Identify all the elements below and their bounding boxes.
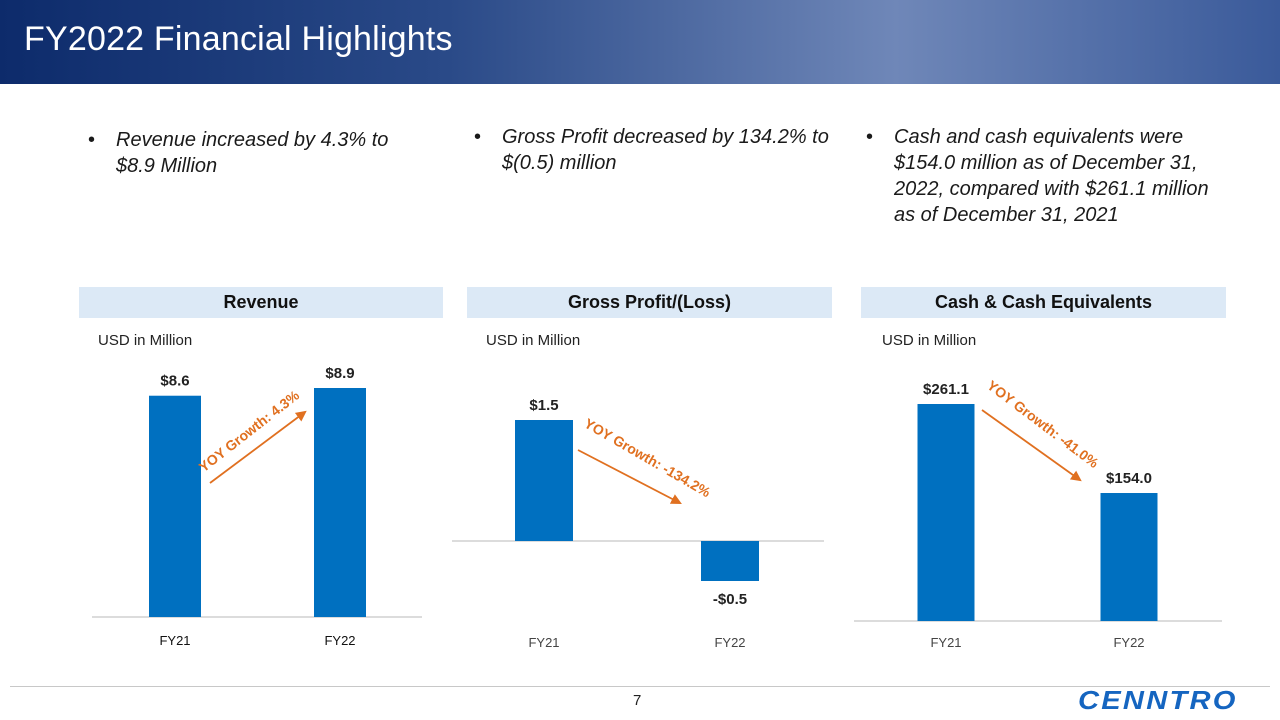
x-tick-label: FY22 [324, 633, 355, 648]
bar-fy22 [314, 388, 366, 617]
bullet-line: 2022, compared with $261.1 million [894, 178, 1209, 200]
chart-title-cash: Cash & Cash Equivalents [861, 287, 1226, 318]
title-banner: FY2022 Financial Highlights [0, 0, 1280, 84]
growth-arrow [209, 410, 307, 484]
chart-title-gross-profit: Gross Profit/(Loss) [467, 287, 832, 318]
bullet-symbol: • [474, 126, 482, 148]
x-tick-label: FY21 [930, 635, 961, 650]
data-label: $261.1 [923, 381, 969, 398]
y-axis-label: USD in Million [882, 332, 977, 349]
x-tick-label: FY22 [1113, 635, 1144, 650]
bullet-cash: • Cash and cash equivalents were $154.0 … [866, 124, 1266, 234]
y-axis-label: USD in Million [486, 332, 581, 349]
growth-arrow [577, 449, 682, 504]
data-label: $8.9 [325, 365, 354, 382]
bar-fy21 [515, 420, 573, 541]
data-label: $8.6 [160, 373, 189, 390]
bullet-symbol: • [88, 129, 96, 151]
bullet-line: $154.0 million as of December 31, [894, 152, 1198, 174]
bar-fy21 [917, 404, 975, 621]
bullet-revenue: • Revenue increased by 4.3% to $8.9 Mill… [88, 127, 448, 187]
company-logo: CENNTRO [1078, 685, 1238, 715]
y-axis-label: USD in Million [98, 332, 193, 349]
bullet-line: $8.9 Million [116, 155, 218, 177]
data-label: $1.5 [529, 397, 558, 414]
bullet-gross-profit: • Gross Profit decreased by 134.2% to $(… [474, 124, 864, 184]
bullet-line: $(0.5) million [502, 152, 617, 174]
growth-arrow [981, 409, 1082, 482]
growth-annotation: YOY Growth: -134.2% [582, 415, 714, 501]
x-tick-label: FY22 [714, 635, 745, 650]
bullet-line: Revenue increased by 4.3% to [116, 129, 389, 151]
bar-fy21 [149, 395, 201, 617]
chart-title-revenue: Revenue [79, 287, 443, 318]
bar-fy22 [1100, 493, 1158, 621]
footer-divider [10, 686, 1270, 687]
bullet-line: Gross Profit decreased by 134.2% to [502, 126, 829, 148]
bullet-line: Cash and cash equivalents were [894, 126, 1184, 148]
page-title: FY2022 Financial Highlights [24, 20, 453, 58]
data-label: -$0.5 [713, 591, 747, 608]
x-tick-label: FY21 [159, 633, 190, 648]
bullet-symbol: • [866, 126, 874, 148]
x-tick-label: FY21 [528, 635, 559, 650]
page-number: 7 [633, 692, 642, 709]
bar-fy22 [701, 541, 759, 581]
growth-annotation: YOY Growth: 4.3% [196, 387, 303, 475]
bullet-line: as of December 31, 2021 [894, 204, 1119, 226]
data-label: $154.0 [1106, 470, 1152, 487]
